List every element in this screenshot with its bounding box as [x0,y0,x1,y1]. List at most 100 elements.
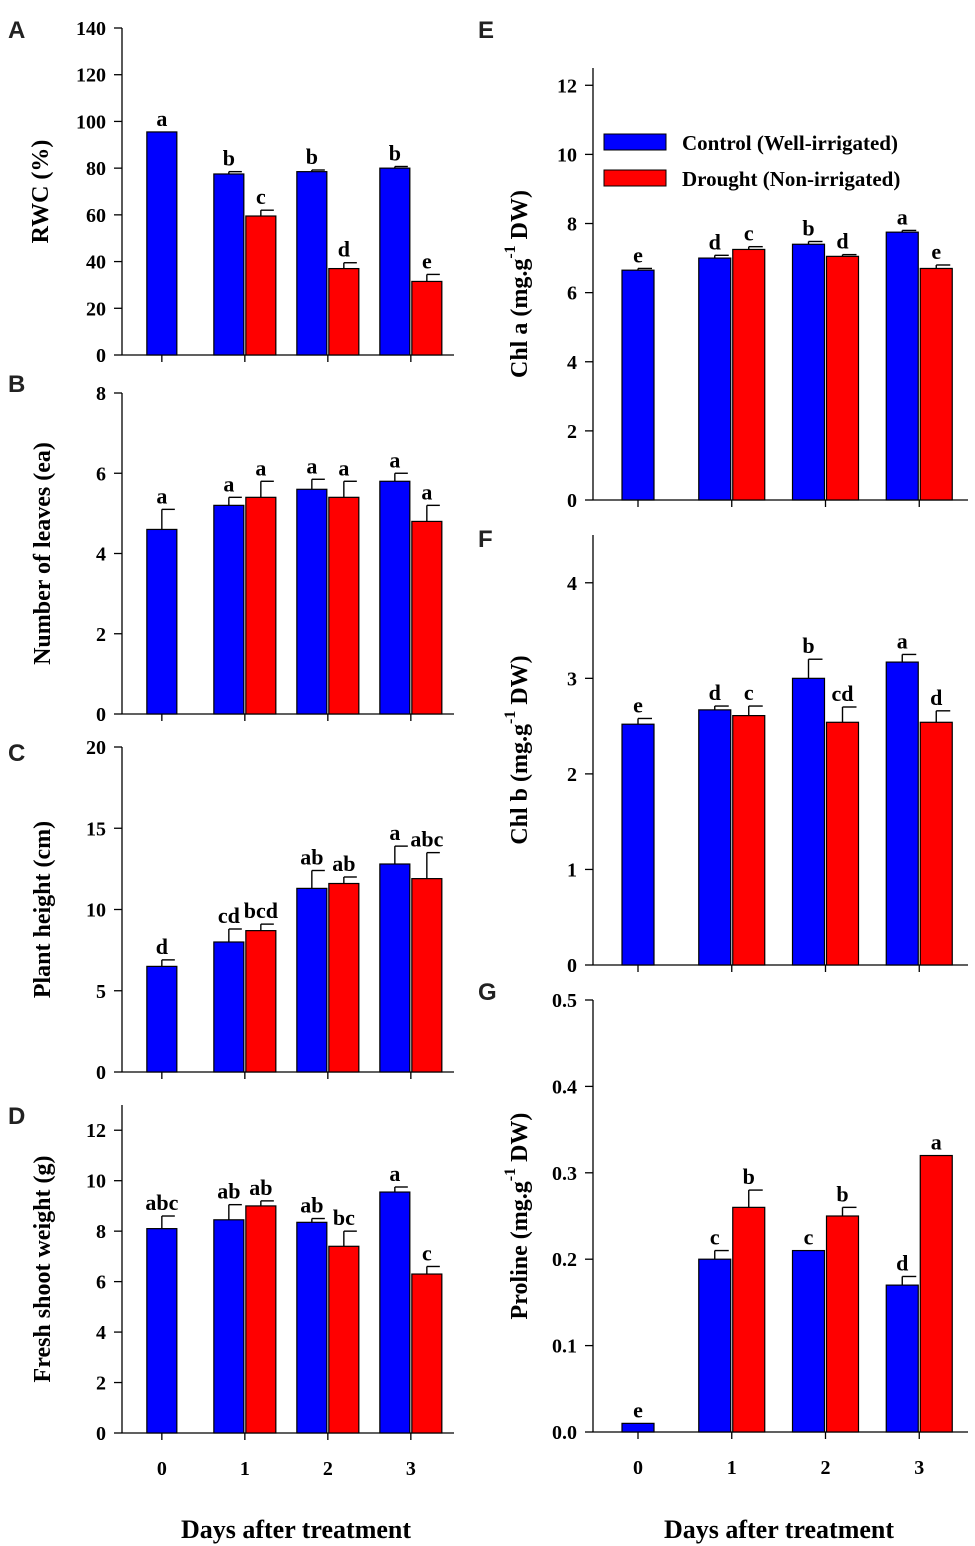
x-tick-label: 3 [914,1457,924,1479]
legend-swatch-control [603,133,667,151]
significance-label: a [156,483,167,508]
y-tick-label: 1 [567,859,577,881]
bar-control-day-1 [213,941,245,1073]
panel-letter: G [478,979,497,1006]
bar-control-day-2 [296,488,328,715]
significance-label: b [802,215,814,240]
y-tick-label: 60 [86,205,106,227]
significance-label: a [338,455,349,480]
x-tick-label: 2 [323,1458,333,1480]
significance-label: d [896,1250,908,1275]
bar-drought-day-3 [919,267,953,501]
y-tick-label: 2 [96,1373,106,1395]
significance-label: ab [300,845,323,870]
significance-label: d [156,934,168,959]
significance-label: a [897,628,908,653]
bar-drought-day-1 [732,248,766,501]
significance-label: a [389,820,400,845]
significance-label: c [710,1225,720,1250]
legend-label-control: Control (Well-irrigated) [682,131,898,155]
bar-control-day-0 [621,269,655,501]
bar-control-day-2 [296,887,328,1073]
y-tick-label: 10 [86,1171,106,1193]
legend-swatch-drought [603,169,667,187]
significance-label: b [836,1181,848,1206]
y-tick-label: 10 [557,144,577,166]
significance-label: a [389,1161,400,1186]
bar-drought-day-3 [411,878,443,1073]
y-axis-title: Plant height (cm) [30,821,56,998]
y-tick-label: 2 [567,421,577,443]
significance-label: a [306,453,317,478]
panel-letter: C [8,740,25,767]
legend: Control (Well-irrigated) Drought (Non-ir… [603,131,900,191]
y-tick-label: 140 [76,18,106,40]
significance-label: abc [145,1190,178,1215]
y-tick-label: 12 [86,1120,106,1142]
significance-label: ab [300,1193,323,1218]
y-tick-label: 6 [567,283,577,305]
significance-label: c [804,1225,814,1250]
significance-label: a [156,106,167,131]
significance-label: b [306,144,318,169]
bar-control-day-1 [698,257,732,501]
significance-label: bc [333,1205,355,1230]
significance-label: e [633,692,643,717]
bar-control-day-3 [885,661,919,966]
y-tick-label: 5 [96,981,106,1003]
x-tick-label: 0 [633,1457,643,1479]
bar-control-day-3 [379,480,411,715]
bar-control-day-3 [885,231,919,501]
y-tick-label: 80 [86,158,106,180]
y-axis-title: Proline (mg.g-1 DW) [502,1113,533,1320]
bar-control-day-0 [146,965,178,1073]
bar-control-day-2 [296,1221,328,1434]
bar-control-day-1 [213,173,245,356]
bar-drought-day-2 [825,255,860,501]
significance-label: b [223,146,235,171]
significance-label: b [743,1164,755,1189]
bar-control-day-2 [791,243,826,501]
significance-label: a [255,455,266,480]
chart-panel-c: C 0 5 10 15 20 Plant height (cm) d cd ab a bcd ab abc [8,737,454,1084]
x-axis-title-right: Days after treatment [664,1515,894,1544]
significance-label: bcd [244,898,278,923]
bar-control-day-2 [791,677,826,966]
bar-control-day-1 [213,504,245,715]
panel-letter: E [478,17,494,44]
bar-control-day-3 [379,863,411,1073]
y-tick-label: 8 [567,214,577,236]
bar-control-day-0 [146,131,178,356]
y-axis-title: Number of leaves (ea) [30,442,56,665]
significance-label: e [633,242,643,267]
y-tick-label: 4 [567,573,577,595]
significance-label: c [256,184,266,209]
significance-label: ab [332,851,355,876]
bar-drought-day-1 [245,496,277,715]
significance-label: d [338,237,350,262]
bar-control-day-1 [698,1258,732,1433]
bar-drought-day-2 [328,882,360,1073]
significance-label: a [931,1130,942,1155]
x-tick-label: 1 [240,1458,250,1480]
x-tick-label: 1 [727,1457,737,1479]
panel-letter: B [8,371,25,398]
bar-drought-day-3 [919,721,953,966]
y-tick-label: 4 [96,1322,106,1344]
bar-control-day-0 [621,723,655,966]
y-tick-label: 120 [76,65,106,87]
y-tick-label: 10 [86,900,106,922]
bar-drought-day-2 [328,267,360,356]
bar-drought-day-2 [825,721,860,966]
y-tick-label: 0 [96,1423,106,1445]
y-tick-label: 0 [567,955,577,977]
significance-label: cd [832,681,854,706]
significance-label: d [930,685,942,710]
panel-letter: A [8,17,25,44]
bar-control-day-3 [379,1191,411,1434]
bar-control-day-3 [379,167,411,356]
significance-label: e [931,239,941,264]
